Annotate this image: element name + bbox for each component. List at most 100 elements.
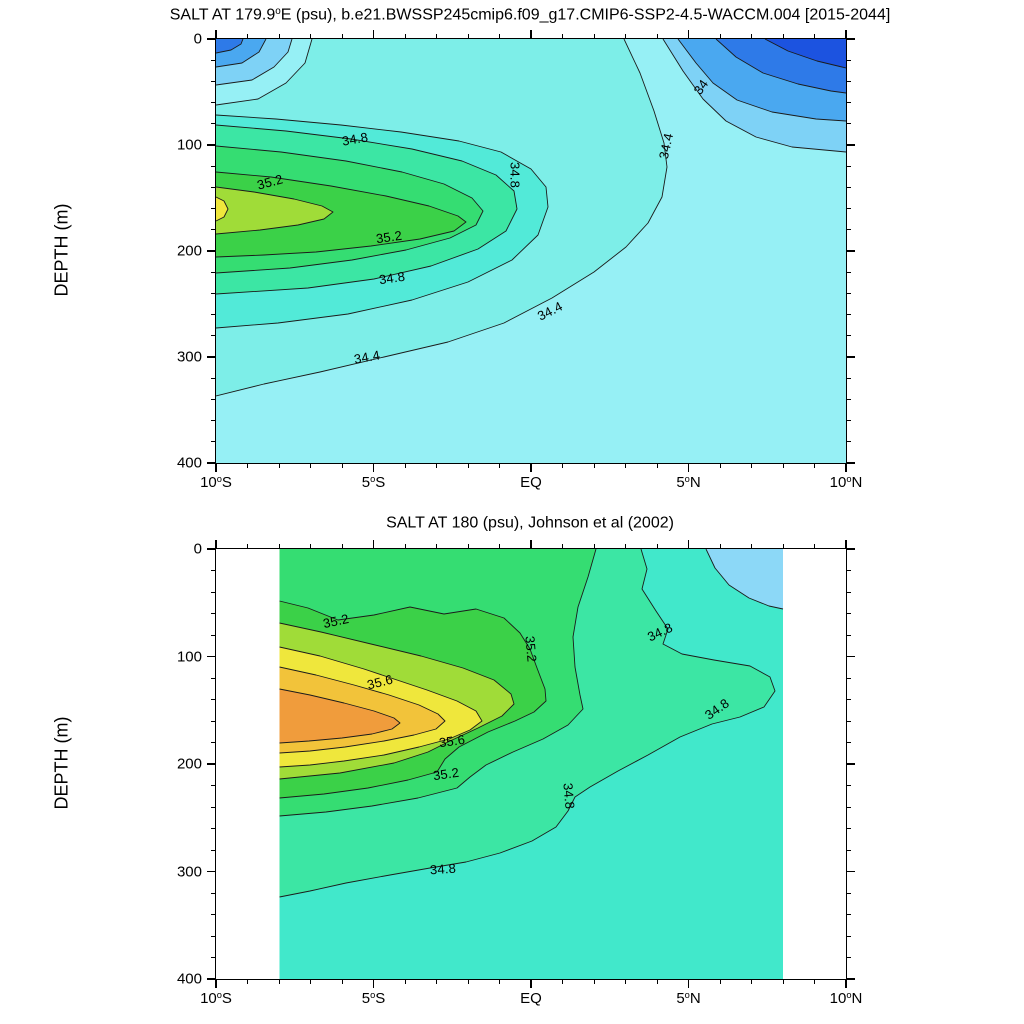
y-major-tick <box>846 356 855 358</box>
y-minor-tick <box>846 441 851 443</box>
y-major-tick <box>207 978 216 980</box>
x-minor-tick <box>278 34 280 39</box>
y-major-tick <box>846 978 855 980</box>
y-minor-tick <box>846 102 851 104</box>
x-minor-tick <box>467 544 469 549</box>
top-contour-plot <box>216 39 846 463</box>
y-minor-tick <box>211 59 216 61</box>
contour-line-34.8 <box>216 124 518 295</box>
y-major-tick <box>207 462 216 464</box>
y-minor-tick <box>846 570 851 571</box>
x-minor-tick <box>310 463 311 468</box>
x-major-tick <box>687 540 690 549</box>
x-minor-tick <box>341 34 343 39</box>
x-minor-tick <box>625 463 626 468</box>
contour-label-35.2: 35.2 <box>431 764 460 783</box>
x-tick-label: 10oN <box>829 990 863 1008</box>
x-minor-tick <box>719 979 721 984</box>
y-minor-tick <box>846 785 851 786</box>
y-minor-tick <box>846 208 851 210</box>
y-major-tick <box>207 144 216 146</box>
x-minor-tick <box>782 34 784 39</box>
y-minor-tick <box>211 849 216 851</box>
y-major-tick <box>846 250 855 252</box>
contour-line-33.6 <box>764 39 846 69</box>
contour-line-35.2 <box>216 171 467 258</box>
x-major-tick <box>372 979 375 988</box>
contour-line-34.8 <box>279 549 776 898</box>
x-major-tick <box>845 540 847 549</box>
x-major-tick <box>372 540 375 549</box>
x-minor-tick <box>247 544 248 549</box>
y-tick-label: 100 <box>176 136 202 154</box>
contour-line-33.8-sw <box>216 39 244 54</box>
x-tick-label: 5oN <box>676 990 701 1008</box>
y-minor-tick <box>846 271 851 273</box>
y-major-tick <box>846 462 855 464</box>
top-y-axis-title: DEPTH (m) <box>51 203 72 297</box>
y-minor-tick <box>211 292 216 294</box>
x-major-tick <box>215 463 217 472</box>
y-major-tick <box>207 655 216 658</box>
y-minor-tick <box>846 935 851 937</box>
y-minor-tick <box>211 441 216 443</box>
x-minor-tick <box>404 544 406 549</box>
y-minor-tick <box>846 398 851 400</box>
y-minor-tick <box>846 229 851 231</box>
contour-line-34.2 <box>662 39 846 153</box>
y-minor-tick <box>846 914 851 915</box>
y-minor-tick <box>211 229 216 231</box>
x-minor-tick <box>562 463 563 468</box>
x-minor-tick <box>593 34 595 39</box>
y-major-tick <box>846 548 855 550</box>
y-major-tick <box>846 38 855 40</box>
x-minor-tick <box>499 463 500 468</box>
y-minor-tick <box>846 634 851 636</box>
contour-line-36.0 <box>279 688 401 744</box>
top-title-post: E (psu), b.e21.BWSSP245cmip6.f09_g17.CMI… <box>280 6 891 24</box>
contour-line-34.0-sw <box>216 39 267 68</box>
x-minor-tick <box>436 544 437 549</box>
y-minor-tick <box>846 186 851 188</box>
x-minor-tick <box>625 544 626 549</box>
y-minor-tick <box>211 271 216 273</box>
x-major-tick <box>530 540 532 549</box>
y-minor-tick <box>211 892 216 894</box>
y-major-tick <box>846 763 855 765</box>
y-minor-tick <box>846 314 851 316</box>
y-minor-tick <box>211 314 216 316</box>
x-minor-tick <box>593 544 595 549</box>
y-major-tick <box>207 356 216 358</box>
y-minor-tick <box>846 165 851 167</box>
x-tick-label: 10oS <box>200 474 232 492</box>
band-lt-33.6-northeast-corner <box>765 39 846 68</box>
y-minor-tick <box>211 335 216 337</box>
y-minor-tick <box>211 613 216 614</box>
x-tick-label: 10oN <box>829 474 863 492</box>
band-35.2-35.4-core <box>216 172 466 257</box>
contour-line-35.6 <box>216 196 229 222</box>
y-minor-tick <box>846 335 851 337</box>
x-minor-tick <box>436 463 437 468</box>
x-major-tick <box>215 540 217 549</box>
y-tick-label: 200 <box>176 242 202 260</box>
y-minor-tick <box>211 165 216 167</box>
contour-line-34.6 <box>216 114 549 329</box>
top-chart-title: SALT AT 179.9oE (psu), b.e21.BWSSP245cmi… <box>170 6 891 24</box>
x-minor-tick <box>656 544 658 549</box>
y-minor-tick <box>846 699 851 700</box>
x-minor-tick <box>467 463 469 468</box>
x-tick-label: 5oS <box>361 474 386 492</box>
x-minor-tick <box>562 544 563 549</box>
x-minor-tick <box>656 979 658 984</box>
y-tick-label: 400 <box>176 970 202 988</box>
y-minor-tick <box>846 806 851 808</box>
x-major-tick <box>687 463 690 472</box>
y-major-tick <box>207 38 216 40</box>
top-contour-lines <box>216 39 846 397</box>
x-minor-tick <box>404 34 406 39</box>
x-minor-tick <box>814 463 815 468</box>
y-minor-tick <box>211 785 216 786</box>
x-minor-tick <box>751 34 752 39</box>
